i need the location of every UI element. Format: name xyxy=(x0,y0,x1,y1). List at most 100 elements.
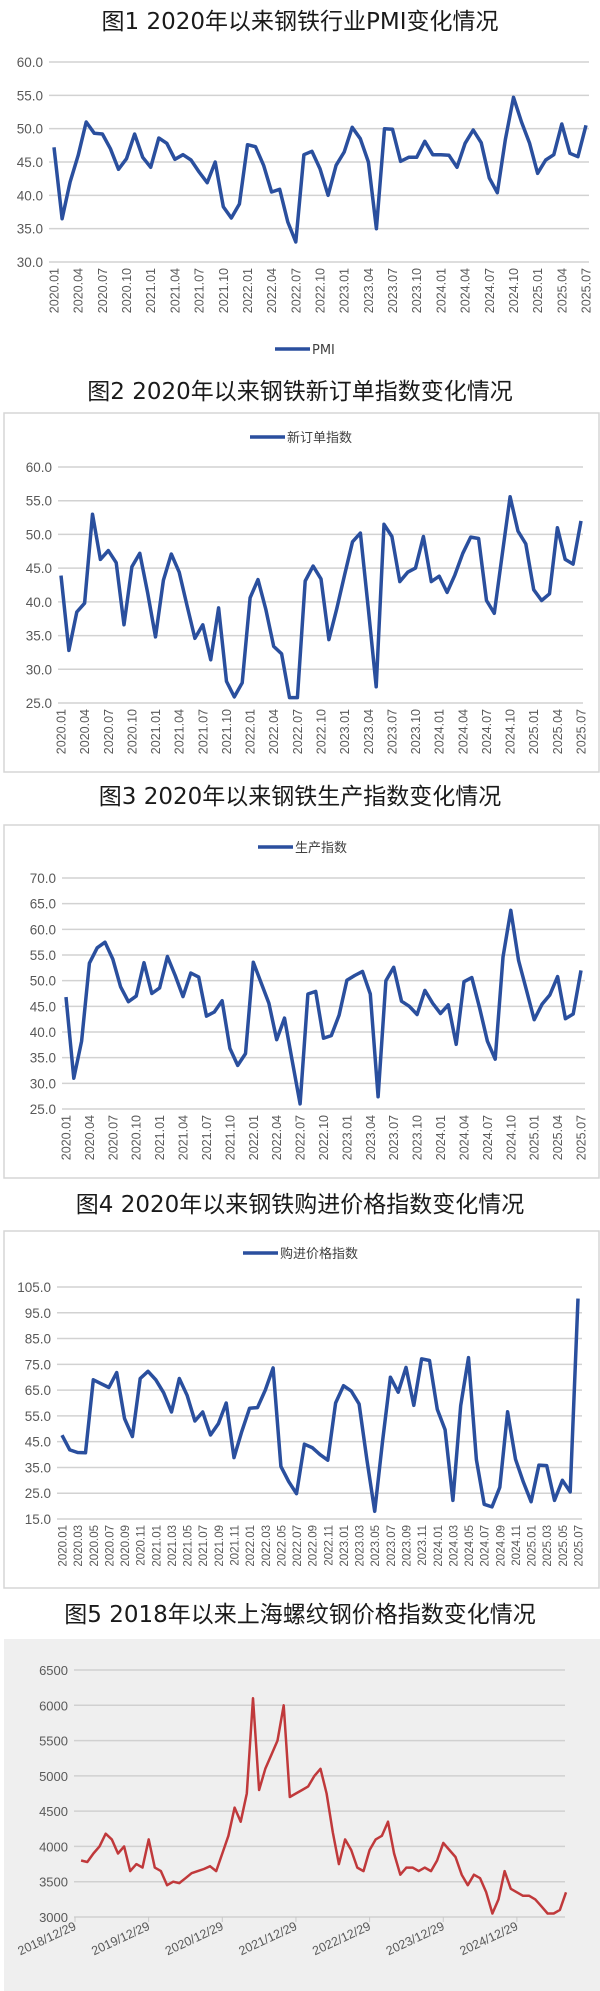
x-tick-label: 2022.04 xyxy=(270,1115,284,1160)
y-tick-label: 5500 xyxy=(39,1734,68,1749)
x-tick-label: 2021.05 xyxy=(183,1525,195,1567)
y-tick-label: 55.0 xyxy=(26,494,52,509)
chart-5: 300035004000450050005500600065002018/12/… xyxy=(4,1639,600,1991)
y-tick-label: 55.0 xyxy=(30,948,56,963)
x-tick-label: 2020.04 xyxy=(72,268,86,313)
x-tick-label: 2024.03 xyxy=(448,1525,460,1567)
y-tick-label: 30.0 xyxy=(17,255,43,270)
x-tick-label: 2023.04 xyxy=(362,268,376,313)
chart-1: 30.0 35.0 40.0 45.0 50.0 55.0 60.0 2020.01 2020.… xyxy=(17,55,594,358)
figure-2-title: 图2 2020年以来钢铁新订单指数变化情况 xyxy=(87,379,513,405)
legend-label: 购进价格指数 xyxy=(280,1246,358,1262)
x-tick-label: 2024.01 xyxy=(433,709,447,754)
x-tick-label: 2023.03 xyxy=(355,1525,367,1567)
x-tick-label: 2023.04 xyxy=(362,709,376,754)
x-tick-label: 2022.10 xyxy=(317,1115,331,1160)
x-tick-label: 2022.07 xyxy=(289,268,303,313)
x-tick-label: 2025.07 xyxy=(580,268,594,313)
legend: PMI xyxy=(275,343,335,358)
y-tick-label: 50.0 xyxy=(30,974,56,989)
x-tick-label: 2022.07 xyxy=(294,1115,308,1160)
x-tick-label: 2025.01 xyxy=(531,268,545,313)
legend: 生产指数 xyxy=(258,841,347,856)
x-tick-label: 2023.07 xyxy=(387,1115,401,1160)
x-tick-label: 2020.01 xyxy=(60,1115,74,1160)
x-tick-label: 2022.05 xyxy=(276,1525,288,1567)
x-tick-label: 2021.07 xyxy=(200,1115,214,1160)
y-tick-label: 30.0 xyxy=(30,1076,56,1091)
x-tick-label: 2021.04 xyxy=(177,1115,191,1160)
x-tick-label: 2024.04 xyxy=(459,268,473,313)
x-tick-label: 2020.01 xyxy=(48,268,62,313)
x-tick-label: 2022.01 xyxy=(247,1115,261,1160)
y-tick-label: 60.0 xyxy=(30,922,56,937)
x-tick-label: 2024.10 xyxy=(504,1115,518,1160)
x-tick-label: 2021.01 xyxy=(151,1525,163,1567)
x-tick-label: 2021.10 xyxy=(217,268,231,313)
x-tick-label: 2020.09 xyxy=(120,1525,132,1567)
x-tick-label: 2020.04 xyxy=(78,709,92,754)
x-tick-label: 2020.03 xyxy=(73,1525,85,1567)
x-tick-label: 2025.07 xyxy=(575,709,589,754)
y-tick-label: 4500 xyxy=(39,1804,68,1819)
y-tick-label: 25.0 xyxy=(26,696,52,711)
y-tick-label: 75.0 xyxy=(25,1357,51,1372)
x-tick-label: 2023.10 xyxy=(411,1115,425,1160)
series-line-1 xyxy=(52,95,588,244)
x-tick-label: 2020.07 xyxy=(96,268,110,313)
x-tick-label: 2023.11 xyxy=(417,1525,429,1566)
y-tick-label: 45.0 xyxy=(26,561,52,576)
y-tick-label: 6000 xyxy=(39,1698,68,1713)
x-tick-label: 2022.07 xyxy=(291,709,305,754)
y-tick-label: 4000 xyxy=(39,1839,68,1854)
y-tick-label: 25.0 xyxy=(30,1102,56,1117)
x-tick-label: 2021.01 xyxy=(153,1115,167,1160)
x-tick-label: 2024.01 xyxy=(434,1115,448,1160)
x-tick-label: 2022.09 xyxy=(308,1525,320,1567)
y-tick-label: 40.0 xyxy=(26,595,52,610)
x-tick-label: 2024.07 xyxy=(480,709,494,754)
x-tick-label: 2023.09 xyxy=(402,1525,414,1567)
legend-label: 新订单指数 xyxy=(287,430,352,446)
x-tick-label: 2022.10 xyxy=(314,268,328,313)
x-tick-label: 2021.10 xyxy=(220,709,234,754)
x-tick-label: 2021.10 xyxy=(223,1115,237,1160)
x-tick-label: 2023.07 xyxy=(385,709,399,754)
figure-1-title: 图1 2020年以来钢铁行业PMI变化情况 xyxy=(101,9,499,35)
x-tick-label: 2020.10 xyxy=(120,268,134,313)
x-tick-label: 2025.01 xyxy=(528,1115,542,1160)
y-tick-label: 70.0 xyxy=(30,871,56,886)
legend: 购进价格指数 xyxy=(243,1246,358,1262)
x-tick-label: 2020.10 xyxy=(130,1115,144,1160)
y-tick-label: 95.0 xyxy=(25,1306,51,1321)
x-tick-label: 2022.04 xyxy=(267,709,281,754)
y-tick-label: 50.0 xyxy=(26,527,52,542)
x-tick-label: 2024.10 xyxy=(507,268,521,313)
legend-label: 生产指数 xyxy=(295,841,347,856)
x-tick-label: 2025.01 xyxy=(527,1525,539,1567)
x-tick-label: 2023.07 xyxy=(386,1525,398,1567)
x-tick-label: 2021.03 xyxy=(167,1525,179,1567)
chart-frame xyxy=(3,1230,600,1589)
y-tick-label: 40.0 xyxy=(17,188,43,203)
y-tick-label: 3000 xyxy=(39,1910,68,1925)
x-tick-label: 2025.07 xyxy=(574,1525,586,1567)
x-tick-label: 2022.11 xyxy=(323,1525,335,1566)
x-tick-label: 2021.04 xyxy=(173,709,187,754)
x-tick-label: 2021.07 xyxy=(193,268,207,313)
x-tick-label: 2020.04 xyxy=(83,1115,97,1160)
legend: 新订单指数 xyxy=(250,430,352,446)
x-tick-label: 2025.04 xyxy=(555,268,569,313)
x-tick-label: 2024.04 xyxy=(456,709,470,754)
y-tick-label: 105.0 xyxy=(17,1280,51,1295)
y-tick-label: 55.0 xyxy=(17,88,43,103)
y-tick-label: 50.0 xyxy=(17,122,43,137)
x-tick-label: 2023.01 xyxy=(339,1525,351,1567)
legend-label: PMI xyxy=(312,343,335,358)
x-tick-label: 2024.09 xyxy=(495,1525,507,1567)
x-tick-label: 2021.07 xyxy=(196,709,210,754)
y-tick-label: 3500 xyxy=(39,1875,68,1890)
x-tick-label: 2020.07 xyxy=(102,709,116,754)
x-tick-label: 2024.07 xyxy=(481,1115,495,1160)
